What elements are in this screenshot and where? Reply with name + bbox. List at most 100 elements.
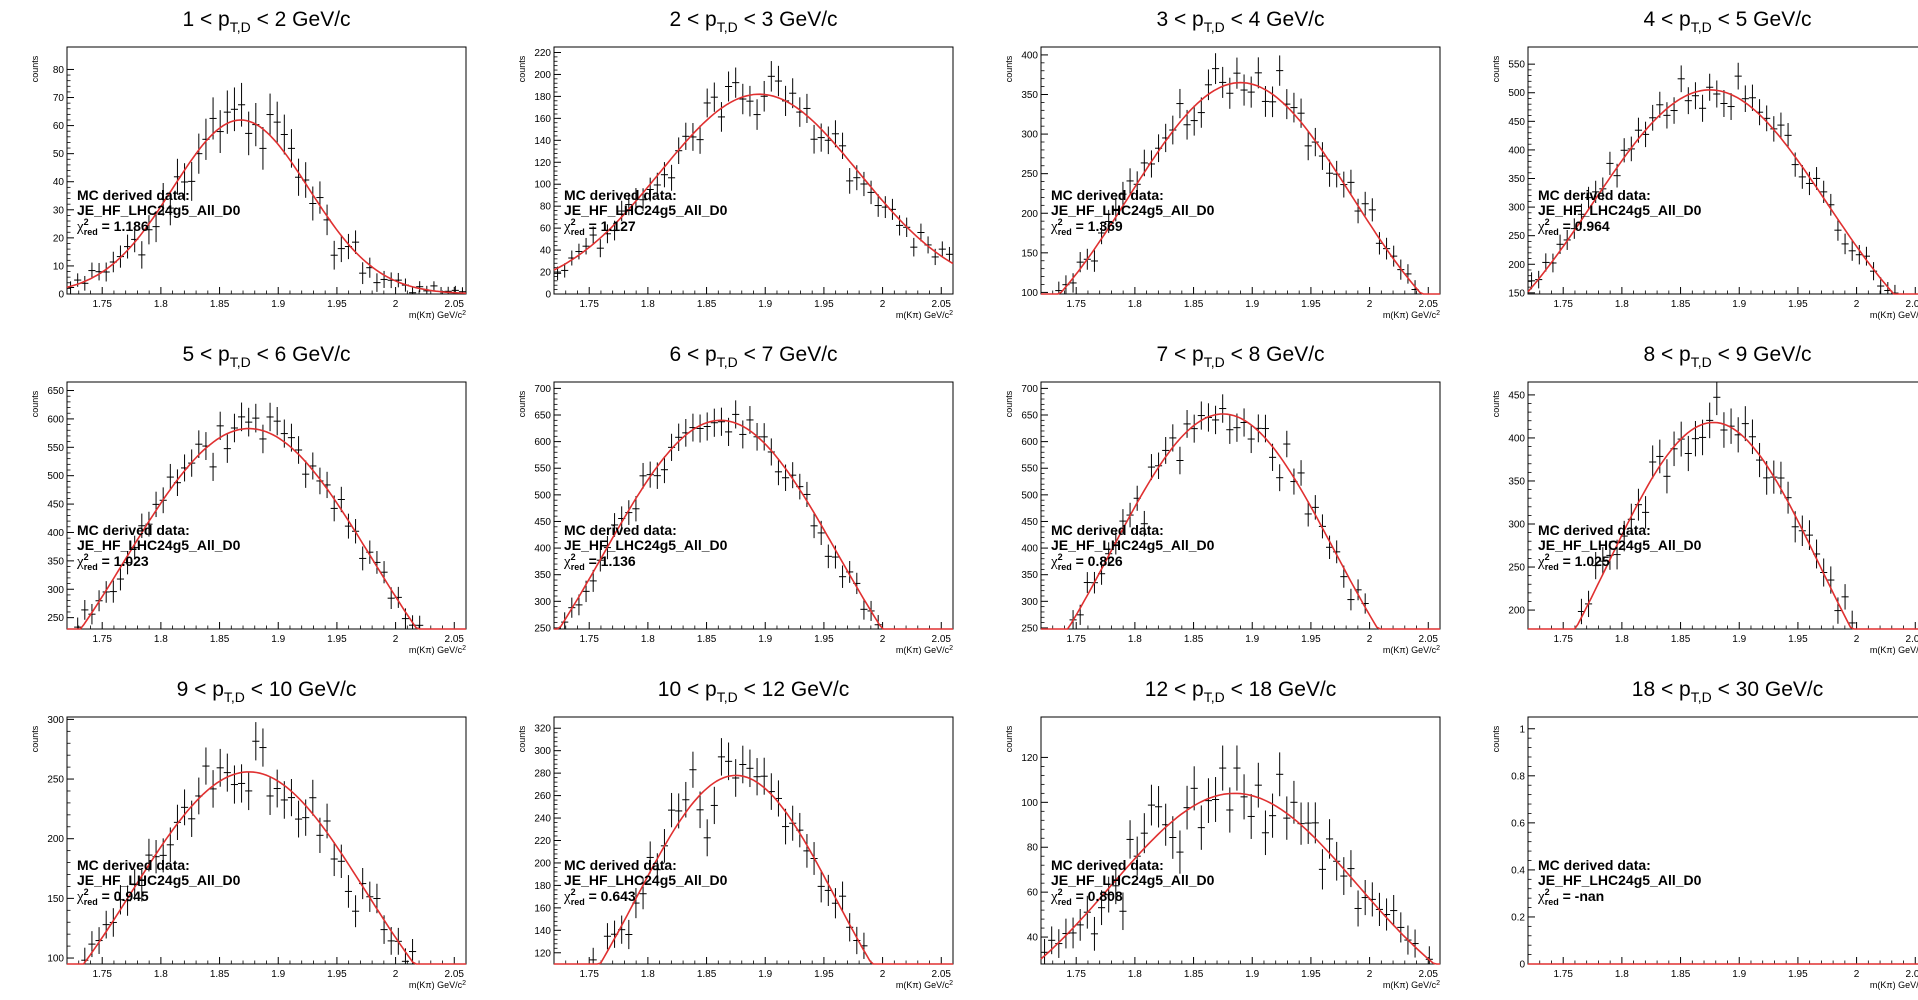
x-tick-label: 1.85 <box>210 634 230 645</box>
title-end: < 5 GeV/c <box>1712 8 1812 31</box>
title-end: < 9 GeV/c <box>1712 343 1812 366</box>
fit-curve <box>1528 421 1918 630</box>
annotation-line1: MC derived data: <box>564 187 677 203</box>
title-end: < 4 GeV/c <box>1225 8 1325 31</box>
x-axis-label: m(Kπ) GeV/c2 <box>1383 310 1440 320</box>
chart-title: 18 < pT,D < 30 GeV/c <box>1632 678 1823 705</box>
y-tick-label: 300 <box>1021 597 1038 608</box>
x-tick-label: 1.9 <box>758 969 772 980</box>
fit-curve <box>554 419 953 630</box>
y-tick-label: 0.4 <box>1511 865 1525 876</box>
y-tick-label: 200 <box>1508 606 1525 617</box>
x-tick-label: 1.85 <box>1671 969 1691 980</box>
x-tick-label: 1.95 <box>1788 299 1808 310</box>
title-subscript: T,D <box>717 19 738 35</box>
plot-frame <box>1527 716 1918 965</box>
chart-title: 4 < pT,D < 5 GeV/c <box>1643 8 1811 35</box>
x-tick-label: 2.05 <box>932 299 952 310</box>
y-tick-label: 40 <box>53 177 65 188</box>
x-tick-label: 1.8 <box>154 969 168 980</box>
x-axis-label: m(Kπ) GeV/c2 <box>1870 980 1918 990</box>
y-tick-label: 200 <box>47 834 64 845</box>
x-tick-label: 1.9 <box>758 299 772 310</box>
x-axis-label: m(Kπ) GeV/c2 <box>896 980 953 990</box>
y-tick-label: 200 <box>534 70 551 81</box>
title-subscript: T,D <box>230 19 251 35</box>
y-tick-label: 40 <box>540 246 552 257</box>
annotation-chi2: χ2 red = 0.643 <box>563 887 636 907</box>
annotation-chi2: χ2 red = 0.808 <box>1050 887 1123 907</box>
y-tick-label: 60 <box>53 121 65 132</box>
chart-title: 8 < pT,D < 9 GeV/c <box>1643 343 1811 370</box>
plot-frame <box>1040 46 1441 295</box>
x-tick-label: 2.05 <box>1419 299 1439 310</box>
x-tick-label: 1.9 <box>271 299 285 310</box>
y-tick-label: 140 <box>534 926 551 937</box>
x-tick-label: 1.85 <box>1184 299 1204 310</box>
annotation-line1: MC derived data: <box>77 857 190 873</box>
y-tick-label: 450 <box>1508 390 1525 401</box>
chart-svg: 2 < pT,D < 3 GeV/c 0 20 40 60 80 100 120 140 160 1… <box>517 8 954 320</box>
chart-svg: 1 < pT,D < 2 GeV/c 0 10 20 30 40 50 60 70 80 1.75 1… <box>30 8 467 320</box>
title-subscript: T,D <box>717 354 738 370</box>
x-tick-label: 2 <box>1854 969 1860 980</box>
x-tick-label: 1.9 <box>1245 634 1259 645</box>
x-tick-label: 2.05 <box>1906 969 1918 980</box>
annotation-line2: JE_HF_LHC24g5_All_D0 <box>1051 537 1215 553</box>
y-tick-label: 250 <box>1508 231 1525 242</box>
x-tick-label: 1.9 <box>271 969 285 980</box>
y-tick-label: 250 <box>1021 169 1038 180</box>
x-tick-label: 1.75 <box>579 969 599 980</box>
chart-svg: 3 < pT,D < 4 GeV/c 100 150 200 250 300 350 400 1… <box>1004 8 1441 320</box>
y-tick-label: 30 <box>53 205 65 216</box>
y-tick-label: 0.8 <box>1511 771 1525 782</box>
x-tick-label: 1.85 <box>1671 634 1691 645</box>
y-axis-label: counts <box>1004 55 1014 82</box>
annotation-line1: MC derived data: <box>77 522 190 538</box>
x-tick-label: 2.05 <box>1419 634 1439 645</box>
x-tick-label: 1.9 <box>1732 299 1746 310</box>
chart-title: 6 < pT,D < 7 GeV/c <box>669 343 837 370</box>
x-tick-label: 1.95 <box>814 634 834 645</box>
y-tick-label: 650 <box>47 386 64 397</box>
x-tick-label: 2 <box>1854 299 1860 310</box>
x-tick-label: 1.75 <box>1553 299 1573 310</box>
x-axis-label: m(Kπ) GeV/c2 <box>409 645 466 655</box>
x-axis-label: m(Kπ) GeV/c2 <box>896 310 953 320</box>
title-subscript: T,D <box>1691 19 1712 35</box>
x-tick-label: 1.95 <box>814 299 834 310</box>
y-tick-label: 180 <box>534 881 551 892</box>
x-tick-label: 1.8 <box>154 299 168 310</box>
title-subscript: T,D <box>1691 354 1712 370</box>
x-tick-label: 1.9 <box>1732 969 1746 980</box>
x-axis-label: m(Kπ) GeV/c2 <box>1383 980 1440 990</box>
x-tick-label: 2.05 <box>932 969 952 980</box>
x-tick-label: 1.95 <box>1301 299 1321 310</box>
x-tick-label: 2.05 <box>932 634 952 645</box>
y-tick-label: 550 <box>534 464 551 475</box>
chart-panel: 6 < pT,D < 7 GeV/c 250 300 350 400 450 500 550 6… <box>487 335 967 665</box>
y-tick-label: 100 <box>47 954 64 965</box>
x-axis-label: m(Kπ) GeV/c2 <box>1870 310 1918 320</box>
chart-title: 5 < pT,D < 6 GeV/c <box>182 343 350 370</box>
title-main: 7 < p <box>1156 343 1203 366</box>
annotation-line1: MC derived data: <box>1051 857 1164 873</box>
title-end: < 2 GeV/c <box>251 8 351 31</box>
fit-curve <box>553 93 954 271</box>
fit-curve <box>66 119 467 295</box>
chart-title: 1 < pT,D < 2 GeV/c <box>182 8 350 35</box>
fit-curve <box>67 771 466 965</box>
y-tick-label: 350 <box>1021 90 1038 101</box>
chart-panel: 10 < pT,D < 12 GeV/c 120 140 160 180 200 220 24… <box>487 670 967 1000</box>
y-tick-label: 160 <box>534 114 551 125</box>
chart-title: 12 < pT,D < 18 GeV/c <box>1145 678 1336 705</box>
y-tick-label: 100 <box>534 180 551 191</box>
y-tick-label: 550 <box>1021 464 1038 475</box>
y-tick-label: 350 <box>1021 570 1038 581</box>
annotation-line2: JE_HF_LHC24g5_All_D0 <box>1538 537 1702 553</box>
x-tick-label: 1.8 <box>1615 634 1629 645</box>
fit-curve <box>554 774 953 965</box>
annotation-chi2: χ2 red = 1.136 <box>563 552 636 572</box>
annotation-chi2: χ2 red = 1.127 <box>563 217 636 237</box>
plot-frame <box>553 46 954 295</box>
